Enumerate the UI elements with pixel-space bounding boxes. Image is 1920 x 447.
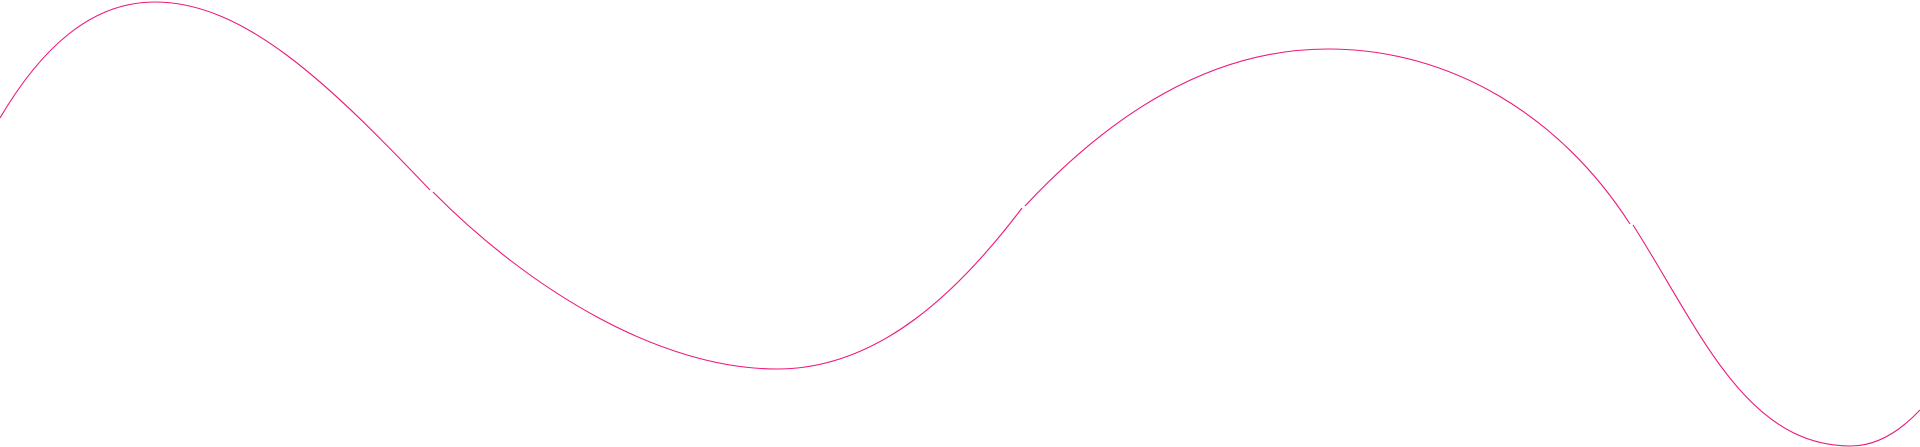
wave-segment-2 <box>432 191 1023 370</box>
wave-segment-1 <box>0 1 431 191</box>
wave-segment-4 <box>1632 224 1920 447</box>
wave-segment-3 <box>1024 48 1631 225</box>
